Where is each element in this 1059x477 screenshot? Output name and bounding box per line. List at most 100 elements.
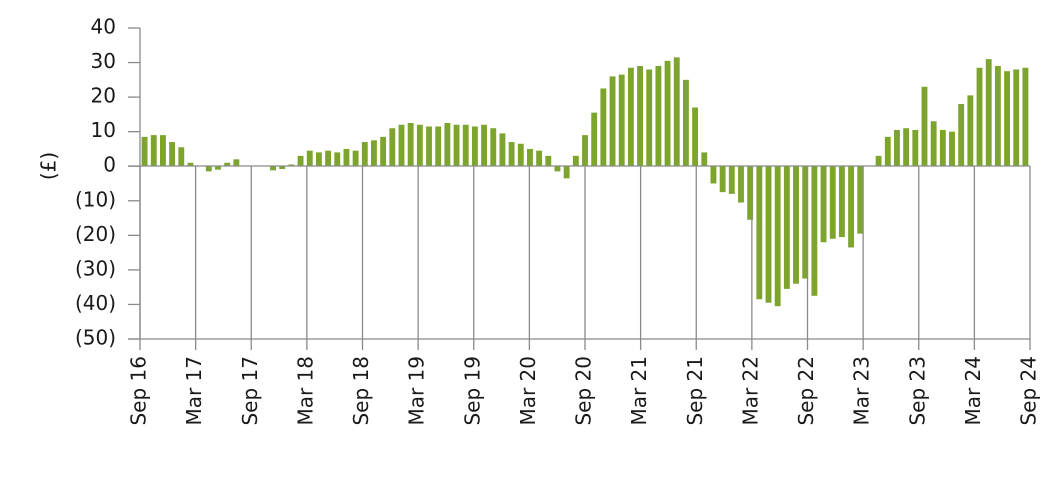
- bar: [371, 140, 377, 167]
- bar: [664, 60, 671, 167]
- x-tick-label: Sep 22: [794, 356, 818, 426]
- bar: [215, 166, 221, 170]
- bar: [884, 136, 891, 167]
- bar: [673, 57, 680, 167]
- bar: [380, 136, 387, 167]
- x-tick-label: Sep 21: [683, 356, 707, 426]
- bar: [426, 126, 432, 167]
- bar: [325, 150, 332, 167]
- bar: [270, 166, 276, 171]
- bar: [490, 128, 497, 167]
- bar: [912, 129, 919, 167]
- bar: [838, 166, 845, 238]
- bar: [141, 136, 148, 167]
- y-tick-label: (20): [75, 222, 116, 246]
- bar: [637, 66, 643, 167]
- y-tick-label: (50): [75, 326, 116, 350]
- x-tick-label: Mar 21: [627, 356, 651, 426]
- bar: [554, 166, 561, 172]
- bar: [398, 124, 405, 167]
- bar: [765, 166, 772, 303]
- bar: [618, 74, 625, 167]
- bar: [1004, 71, 1010, 167]
- x-tick-label: Mar 18: [293, 356, 317, 426]
- y-axis-tick-labels: 40 30 20 10 0 (10) (20) (30) (40) (50): [75, 15, 140, 350]
- x-tick-label: Mar 20: [516, 356, 540, 426]
- bar: [719, 166, 726, 193]
- bar: [646, 69, 653, 167]
- bar: [187, 162, 194, 167]
- bar: [517, 143, 524, 167]
- bar: [811, 166, 818, 296]
- bar: [756, 166, 763, 300]
- x-tick-label: Mar 19: [405, 356, 429, 426]
- x-tick-label: Mar 24: [961, 356, 985, 426]
- bar: [233, 159, 240, 167]
- bar: [343, 148, 350, 167]
- y-tick-label: (30): [75, 256, 116, 280]
- y-tick-label: 0: [103, 153, 116, 177]
- bar: [829, 166, 836, 239]
- x-tick-label: Sep 17: [238, 356, 262, 426]
- bar: [820, 166, 827, 243]
- bar: [453, 124, 460, 167]
- bar: [536, 150, 543, 167]
- x-tick-label: Mar 17: [182, 356, 206, 426]
- bar: [682, 79, 689, 167]
- bar: [499, 133, 506, 167]
- bar: [1013, 69, 1020, 167]
- bar: [903, 128, 910, 167]
- bar: [297, 155, 304, 167]
- bar: [802, 166, 809, 279]
- bar: [435, 126, 442, 167]
- bar: [627, 67, 634, 167]
- y-tick-label: 30: [91, 49, 116, 73]
- y-axis-label: (£): [37, 152, 61, 180]
- bar: [600, 88, 607, 167]
- bar: [416, 124, 423, 167]
- x-tick-label: Sep 16: [127, 356, 151, 426]
- y-tick-label: 20: [91, 84, 116, 108]
- bar: [1022, 67, 1029, 167]
- x-tick-label: Sep 18: [349, 356, 373, 426]
- bar: [591, 112, 598, 167]
- bar: [939, 129, 946, 167]
- x-axis-ticks: Sep 16 Mar 17 Sep 17 Mar 18 Sep 18 Mar 19 Sep …: [127, 166, 1041, 426]
- bar: [921, 86, 928, 167]
- bar: [857, 166, 864, 234]
- bar: [582, 135, 588, 167]
- bar: [994, 66, 1001, 167]
- bar: [178, 147, 185, 167]
- bar: [150, 135, 157, 167]
- bar: [609, 76, 616, 167]
- y-tick-label: (40): [75, 291, 116, 315]
- bar: [967, 95, 974, 167]
- bar: [334, 152, 341, 167]
- bar: [563, 166, 570, 179]
- bar: [545, 155, 552, 167]
- bar: [306, 150, 313, 167]
- bar-series: [141, 57, 1029, 307]
- bar: [224, 162, 231, 167]
- bar: [848, 166, 855, 248]
- x-tick-label: Sep 24: [1017, 356, 1041, 426]
- bar: [958, 104, 965, 167]
- bar: [205, 166, 212, 172]
- bar: [508, 142, 515, 167]
- x-tick-label: Sep 19: [460, 356, 484, 426]
- bar: [710, 166, 717, 184]
- bar: [930, 121, 937, 167]
- bar: [701, 152, 708, 167]
- bar: [692, 107, 699, 167]
- bar: [655, 66, 662, 167]
- bar: [444, 123, 451, 167]
- bar: [774, 166, 781, 307]
- bar: [894, 129, 900, 167]
- bar: [728, 166, 735, 194]
- bar: [976, 67, 983, 167]
- y-tick-label: 10: [91, 118, 116, 142]
- x-tick-label: Mar 23: [850, 356, 874, 426]
- bar: [471, 126, 478, 167]
- x-tick-label: Mar 22: [738, 356, 762, 426]
